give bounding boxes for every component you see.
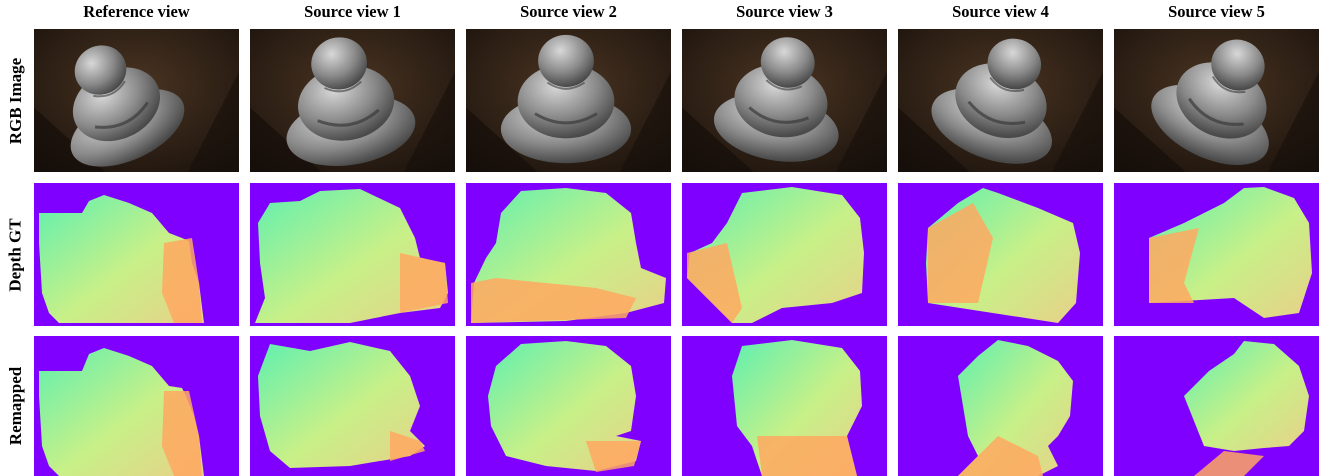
panel-remapped-source-5 <box>1114 336 1319 476</box>
row-label-remapped: Remapped <box>6 366 25 446</box>
panel-rgb-source-1 <box>250 29 455 172</box>
panel-remapped-reference <box>34 336 239 476</box>
panel-remapped-source-1 <box>250 336 455 476</box>
panel-rgb-reference <box>34 29 239 172</box>
row-label-depth-gt: Depth GT <box>6 217 25 292</box>
column-title-source-5: Source view 5 <box>1168 2 1265 21</box>
panel-depth-gt-source-4 <box>898 183 1103 326</box>
panel-rgb-source-5 <box>1114 29 1319 172</box>
column-title-reference: Reference view <box>83 2 190 21</box>
column-title-source-2: Source view 2 <box>520 2 617 21</box>
panel-depth-gt-source-5 <box>1114 183 1319 326</box>
panel-rgb-source-4 <box>898 29 1103 172</box>
row-label-rgb: RGB Image <box>6 57 26 144</box>
panel-depth-gt-reference <box>34 183 239 326</box>
column-title-source-4: Source view 4 <box>952 2 1049 21</box>
panel-depth-gt-source-3 <box>682 183 887 326</box>
panel-depth-gt-source-2 <box>466 183 671 326</box>
column-title-source-1: Source view 1 <box>304 2 401 21</box>
panel-depth-gt-source-1 <box>250 183 455 326</box>
panel-rgb-source-3 <box>682 29 887 172</box>
column-title-source-3: Source view 3 <box>736 2 833 21</box>
panel-remapped-source-4 <box>898 336 1103 476</box>
panel-rgb-source-2 <box>466 29 671 172</box>
panel-remapped-source-2 <box>466 336 671 476</box>
panel-remapped-source-3 <box>682 336 887 476</box>
